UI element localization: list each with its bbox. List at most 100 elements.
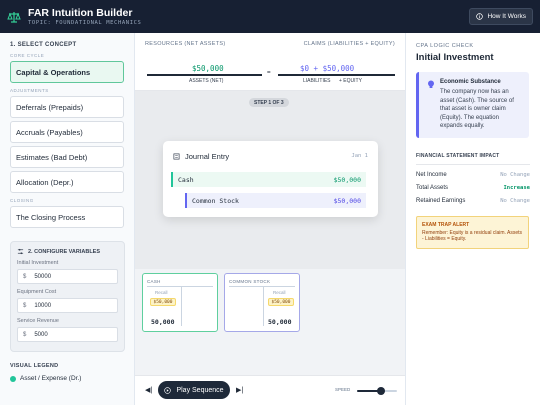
journal-entry-title: Journal Entry — [173, 152, 229, 161]
exam-trap-title: EXAM TRAP ALERT — [422, 221, 470, 228]
concept-label: Allocation (Depr.) — [16, 177, 74, 187]
legend-label: Asset / Expense (Dr.) — [20, 375, 82, 382]
group-label-adjustments: ADJUSTMENTS — [10, 88, 49, 93]
t-account-hline — [229, 286, 295, 287]
claims-value: $0 + $50,000 — [300, 64, 355, 73]
sliders-icon — [17, 248, 24, 255]
equipment-cost-label: Equipment Cost — [17, 289, 57, 295]
equipment-cost-input[interactable]: $ 10000 — [17, 298, 118, 313]
group-label-core: CORE CYCLE — [10, 53, 45, 58]
exam-trap-text: Remember: Equity is a residual claim. As… — [422, 229, 523, 243]
t-account-vline — [181, 286, 182, 326]
t-account-cash: CASH Recall $50,000 50,000 — [142, 273, 218, 332]
equals-sign: = — [267, 69, 271, 76]
t-account-total: 50,000 — [151, 318, 175, 326]
t-account-recall: Recall — [273, 290, 286, 295]
logic-check-panel: CPA LOGIC CHECK Initial Investment Econo… — [405, 33, 540, 405]
input-value: 10000 — [34, 302, 52, 309]
impact-label: Total Assets — [416, 184, 449, 191]
service-revenue-input[interactable]: $ 5000 — [17, 327, 118, 342]
fs-impact-title: FINANCIAL STATEMENT IMPACT — [416, 153, 530, 165]
credit-amount: $50,000 — [333, 196, 361, 205]
impact-value: No Change — [500, 171, 530, 178]
impact-label: Retained Earnings — [416, 197, 466, 204]
liabilities-caption: LIABILITIES — [303, 78, 331, 84]
claims-label: CLAIMS (LIABILITIES + EQUITY) — [303, 41, 395, 47]
group-label-closing: CLOSING — [10, 198, 34, 203]
t-account-total: 50,000 — [268, 318, 292, 326]
accounting-equation: RESOURCES (NET ASSETS) CLAIMS (LIABILITI… — [135, 33, 405, 91]
concept-deferrals[interactable]: Deferrals (Prepaids) — [10, 96, 124, 118]
panel-label: CPA LOGIC CHECK — [416, 43, 474, 49]
input-value: 5000 — [34, 331, 48, 338]
scale-logo-icon — [7, 11, 21, 23]
credit-account: Common Stock — [192, 196, 239, 205]
legend-item-asset-expense: Asset / Expense (Dr.) — [10, 375, 124, 382]
impact-label: Net Income — [416, 171, 447, 178]
credit-row: Common Stock $50,000 — [185, 193, 366, 208]
initial-investment-input[interactable]: $ 50000 — [17, 269, 118, 284]
concept-sidebar: 1. SELECT CONCEPT CORE CYCLE Capital & O… — [0, 33, 135, 405]
animation-canvas: STEP 1 OF 3 Journal Entry Jan 1 Cash $50… — [135, 91, 405, 269]
currency-symbol: $ — [23, 331, 27, 338]
concept-allocation[interactable]: Allocation (Depr.) — [10, 171, 124, 193]
t-account-hline — [147, 286, 213, 287]
legend-dot — [10, 375, 16, 382]
t-accounts-area: CASH Recall $50,000 50,000 COMMON STOCK … — [135, 269, 405, 375]
t-account-common-stock: COMMON STOCK Recall $50,000 50,000 — [224, 273, 300, 332]
step-indicator: STEP 1 OF 3 — [249, 98, 289, 107]
concept-estimates[interactable]: Estimates (Bad Debt) — [10, 146, 124, 168]
speed-slider-fill — [357, 390, 381, 392]
concept-label: The Closing Process — [16, 212, 86, 222]
debit-amount: $50,000 — [333, 175, 361, 184]
t-account-name: COMMON STOCK — [229, 279, 271, 284]
assets-underline — [147, 74, 262, 76]
equity-caption: + EQUITY — [339, 78, 362, 84]
speed-label: SPEED — [335, 387, 351, 392]
concept-closing-process[interactable]: The Closing Process — [10, 206, 124, 228]
playback-controls: ◀​| Play Sequence ▶| SPEED — [135, 375, 405, 405]
concept-label: Accruals (Payables) — [16, 127, 83, 137]
concept-accruals[interactable]: Accruals (Payables) — [10, 121, 124, 143]
lightbulb-icon — [428, 80, 434, 88]
select-concept-title: 1. SELECT CONCEPT — [10, 42, 77, 48]
configure-variables-label: 2. CONFIGURE VARIABLES — [28, 248, 101, 255]
concept-label: Deferrals (Prepaids) — [16, 102, 84, 112]
how-it-works-label: How It Works — [487, 13, 526, 20]
info-icon — [476, 13, 484, 20]
step-back-icon[interactable]: ◀​| — [145, 387, 153, 394]
concept-label: Estimates (Bad Debt) — [16, 152, 88, 162]
app-subtitle: TOPIC: FOUNDATIONAL MECHANICS — [28, 19, 142, 26]
how-it-works-button[interactable]: How It Works — [469, 8, 533, 25]
t-account-recall: Recall — [155, 290, 168, 295]
debit-row: Cash $50,000 — [171, 172, 366, 187]
claims-underline — [278, 74, 395, 76]
concept-label: Capital & Operations — [16, 67, 91, 77]
resources-label: RESOURCES (NET ASSETS) — [145, 41, 226, 47]
play-icon — [164, 386, 172, 394]
service-revenue-label: Service Revenue — [17, 318, 59, 324]
t-account-name: CASH — [147, 279, 161, 284]
currency-symbol: $ — [23, 273, 27, 280]
app-title: FAR Intuition Builder — [28, 6, 133, 19]
main-stage: RESOURCES (NET ASSETS) CLAIMS (LIABILITI… — [135, 33, 405, 405]
journal-date: Jan 1 — [351, 153, 368, 159]
step-forward-icon[interactable]: ▶| — [236, 387, 244, 394]
exam-trap-alert: EXAM TRAP ALERT Remember: Equity is a re… — [416, 215, 529, 249]
impact-value: No Change — [500, 197, 530, 204]
input-value: 50000 — [34, 273, 52, 280]
concept-capital-operations[interactable]: Capital & Operations — [10, 61, 124, 83]
configure-variables-title: 2. CONFIGURE VARIABLES — [17, 248, 118, 255]
speed-slider[interactable] — [357, 387, 397, 395]
impact-value: Increase — [503, 184, 531, 191]
currency-symbol: $ — [23, 302, 27, 309]
visual-legend-title: VISUAL LEGEND — [10, 363, 59, 369]
impact-row-total-assets: Total Assets Increase — [416, 185, 530, 191]
debit-account: Cash — [178, 175, 194, 184]
configure-variables-panel: 2. CONFIGURE VARIABLES Initial Investmen… — [10, 241, 125, 352]
speed-slider-thumb[interactable] — [377, 387, 385, 395]
economic-substance-title: Economic Substance — [440, 79, 501, 85]
impact-row-retained-earnings: Retained Earnings No Change — [416, 198, 530, 204]
play-sequence-button[interactable]: Play Sequence — [158, 381, 230, 399]
journal-icon — [173, 153, 180, 160]
